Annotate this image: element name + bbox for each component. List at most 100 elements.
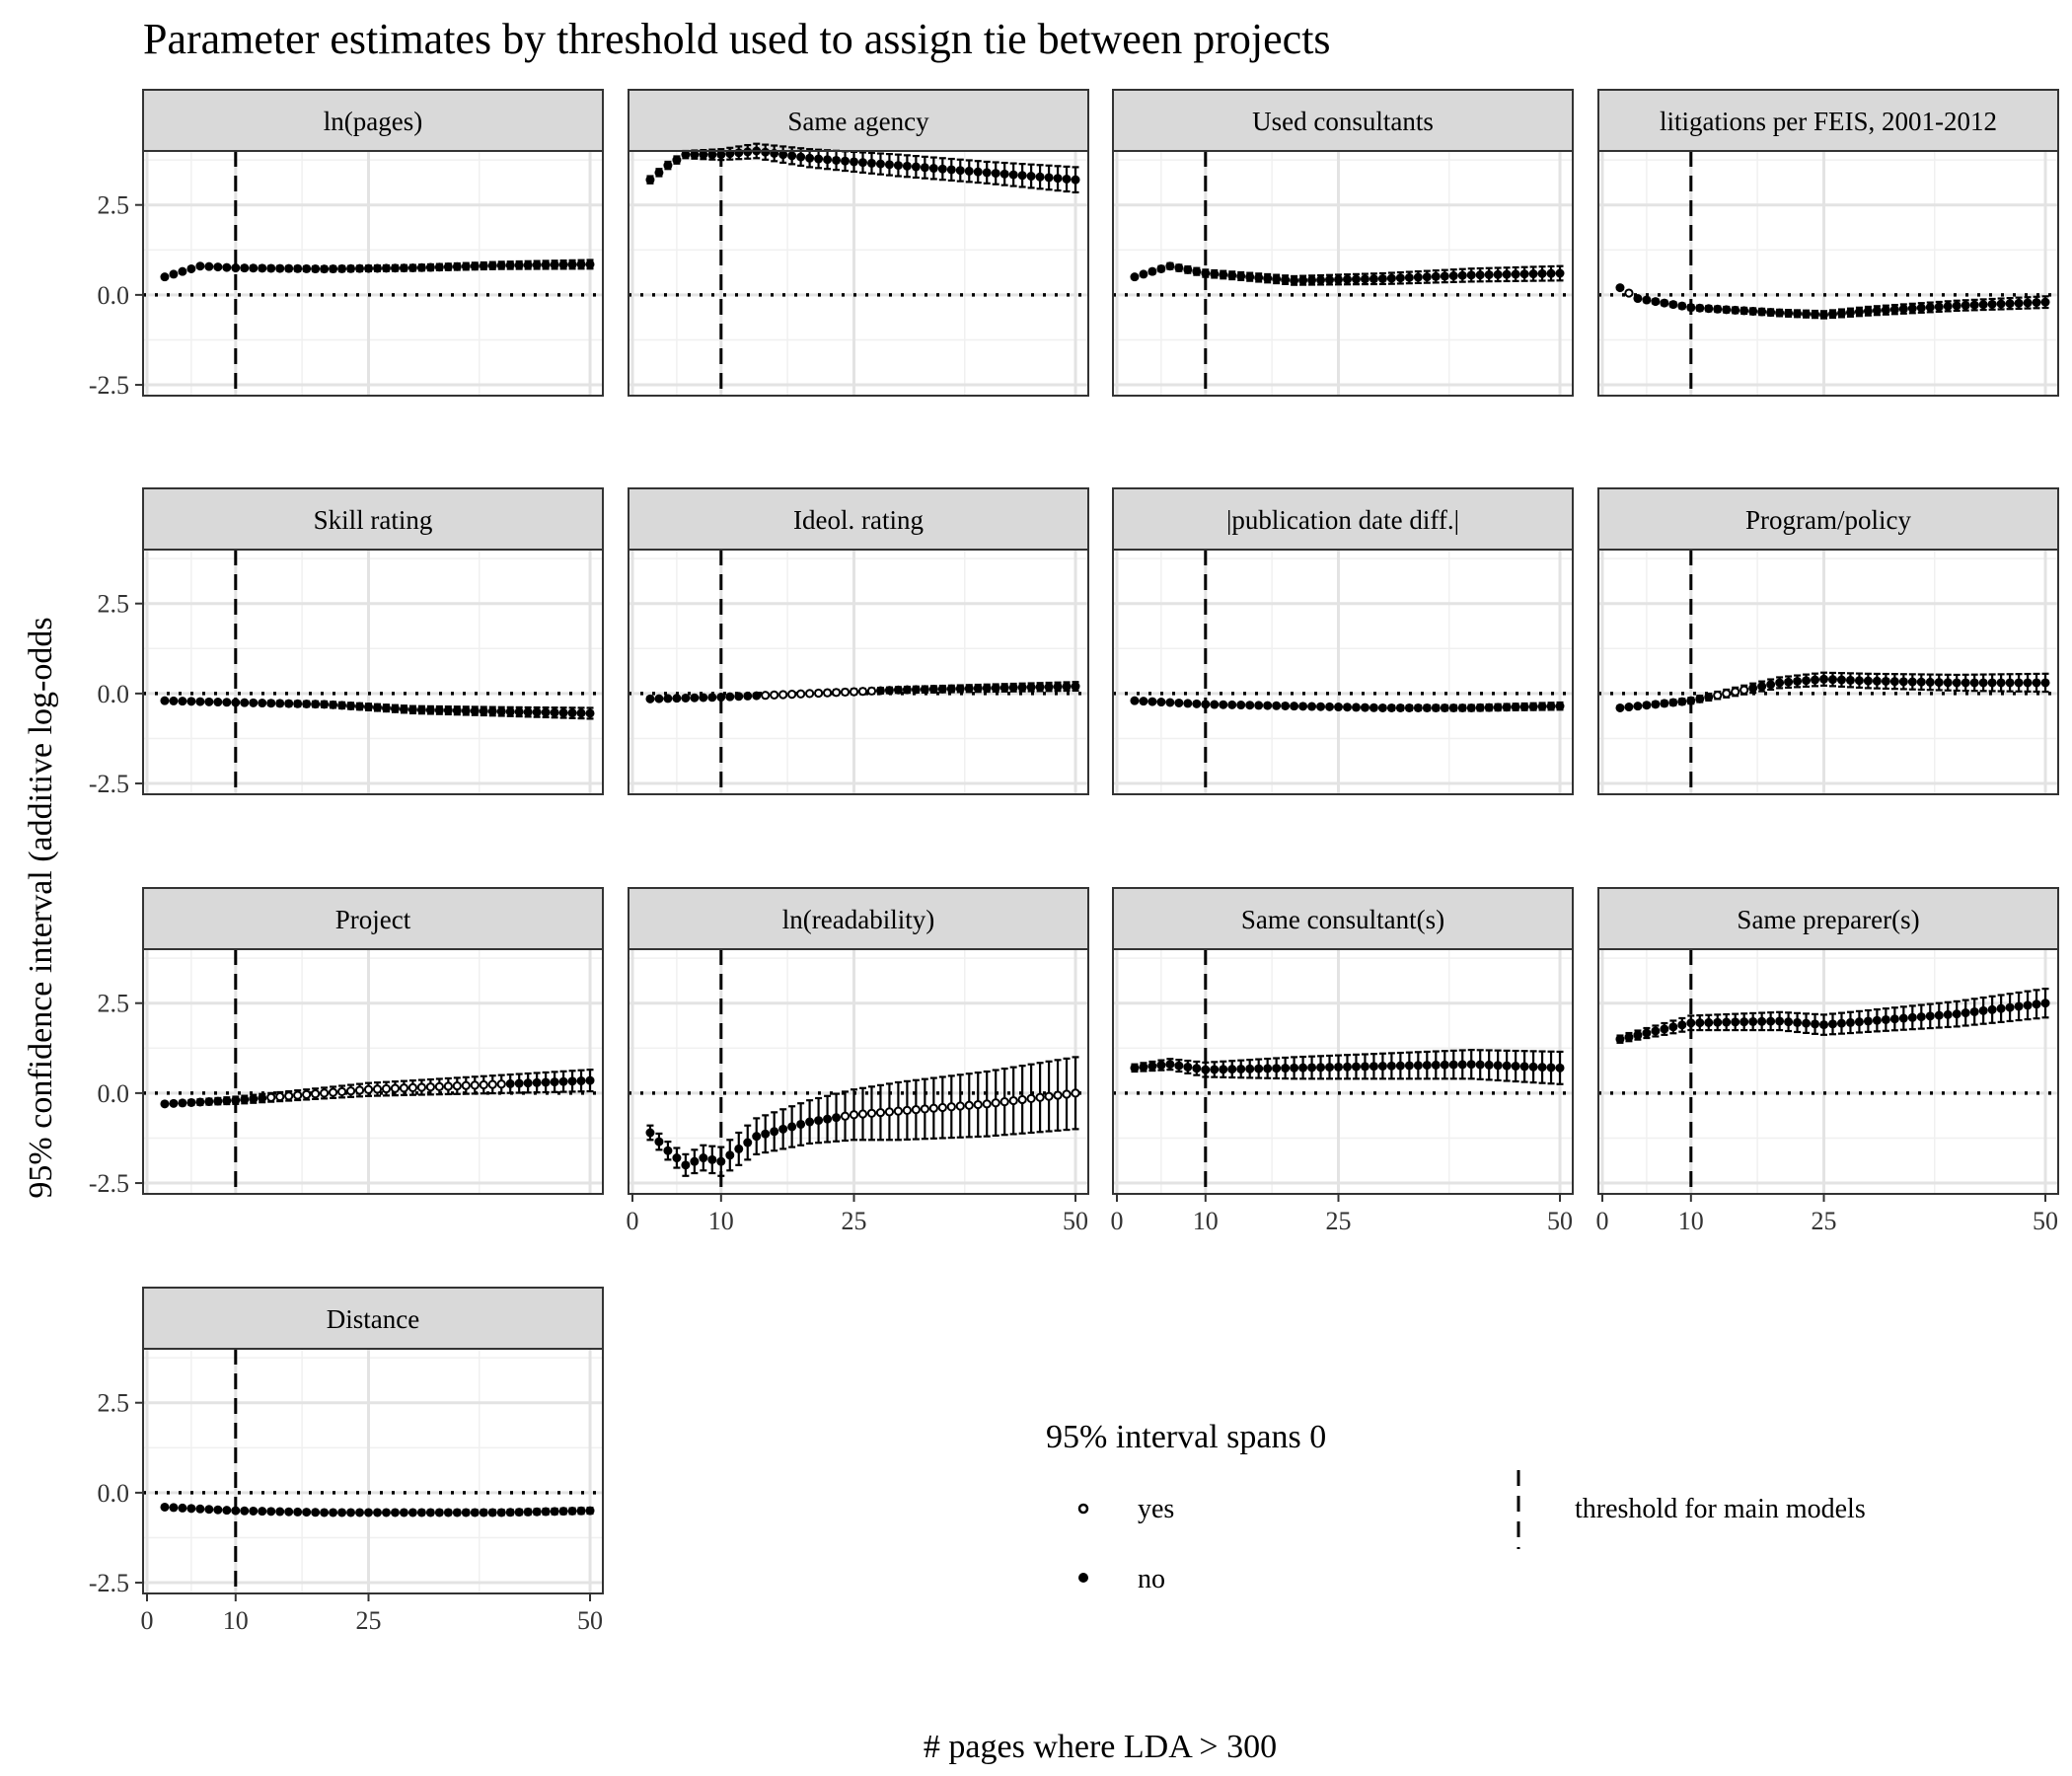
point-estimate-no <box>585 1075 595 1085</box>
point-estimate-no <box>654 1137 664 1147</box>
point-estimate-no <box>787 1122 797 1132</box>
point-estimate-no <box>1978 300 1988 310</box>
data-point <box>1775 1010 1785 1032</box>
point-estimate-no <box>2040 999 2050 1008</box>
point-estimate-no <box>2040 678 2050 688</box>
data-point <box>1881 304 1890 316</box>
data-point <box>1961 673 1970 693</box>
point-estimate-no <box>1713 304 1723 314</box>
point-estimate-no <box>866 158 876 168</box>
data-point <box>1969 298 1979 312</box>
point-estimate-no <box>1793 676 1803 686</box>
data-point <box>2023 990 2033 1021</box>
point-estimate-no <box>1386 1061 1396 1071</box>
point-estimate-no <box>1219 700 1228 709</box>
point-estimate-no <box>1660 298 1669 308</box>
point-estimate-no <box>707 693 717 703</box>
data-point <box>1615 1034 1625 1044</box>
point-estimate-no <box>532 1507 542 1517</box>
data-point <box>1165 1058 1175 1072</box>
data-point <box>346 1508 356 1517</box>
data-point <box>849 687 859 697</box>
data-point <box>1360 272 1369 286</box>
point-estimate-yes <box>470 1080 480 1090</box>
point-estimate-no <box>399 263 408 273</box>
point-estimate-no <box>1281 701 1291 710</box>
point-estimate-no <box>293 1507 303 1517</box>
point-estimate-no <box>2005 1002 2015 1012</box>
point-estimate-no <box>875 686 885 696</box>
point-estimate-no <box>311 264 321 274</box>
data-point <box>928 1076 938 1140</box>
point-estimate-no <box>663 1146 673 1155</box>
data-point <box>311 1508 321 1517</box>
point-estimate-no <box>576 259 586 269</box>
panel-border <box>142 150 604 397</box>
x-tick-label: 50 <box>577 1606 603 1635</box>
point-estimate-no <box>716 150 726 160</box>
point-estimate-no <box>1334 1062 1344 1072</box>
point-estimate-no <box>249 1506 259 1516</box>
point-estimate-no <box>1053 682 1063 692</box>
point-estimate-no <box>479 706 488 716</box>
data-point <box>381 263 391 273</box>
point-estimate-no <box>337 1508 347 1517</box>
point-estimate-no <box>1748 1016 1758 1026</box>
point-estimate-no <box>893 685 903 695</box>
point-estimate-no <box>416 262 426 272</box>
data-point <box>1440 1050 1449 1080</box>
point-estimate-no <box>1156 698 1166 707</box>
data-point <box>1881 1007 1890 1032</box>
point-estimate-no <box>1615 283 1625 293</box>
data-point <box>550 1071 559 1093</box>
data-point <box>1695 303 1705 313</box>
facet-strip <box>628 487 1089 551</box>
point-estimate-no <box>1183 1062 1193 1072</box>
data-point <box>266 263 276 273</box>
data-point <box>1316 1055 1326 1080</box>
data-point <box>416 704 426 715</box>
point-estimate-no <box>1987 299 1997 309</box>
point-estimate-no <box>1484 1060 1494 1070</box>
point-estimate-no <box>1996 678 2006 688</box>
data-point <box>814 148 824 170</box>
data-point <box>487 1508 497 1517</box>
point-estimate-no <box>532 1077 542 1087</box>
point-estimate-no <box>496 706 506 716</box>
point-estimate-no <box>399 704 408 714</box>
point-estimate-no <box>1943 678 1953 688</box>
data-point <box>955 684 965 694</box>
data-point <box>461 705 471 716</box>
data-point <box>1156 698 1166 707</box>
point-estimate-no <box>964 684 974 694</box>
facet-strip <box>1112 89 1574 152</box>
point-estimate-no <box>443 1508 453 1517</box>
point-estimate-no <box>1987 1004 1997 1014</box>
point-estimate-no <box>1475 703 1485 712</box>
data-point <box>329 1508 338 1517</box>
point-estimate-no <box>1316 1063 1326 1073</box>
data-point <box>1811 309 1820 320</box>
point-estimate-no <box>1192 1064 1202 1073</box>
data-point <box>1431 269 1441 284</box>
point-estimate-no <box>1369 703 1378 712</box>
point-estimate-no <box>1245 272 1255 282</box>
data-point <box>1369 272 1378 286</box>
data-point <box>1334 703 1344 712</box>
point-estimate-no <box>1802 309 1812 319</box>
point-estimate-yes <box>416 1082 426 1092</box>
point-estimate-no <box>1298 275 1308 285</box>
data-point <box>1493 703 1503 712</box>
data-point <box>1722 1012 1732 1032</box>
data-point <box>690 1148 700 1175</box>
data-point <box>178 697 187 706</box>
data-point <box>796 1102 806 1147</box>
data-point <box>1316 273 1326 286</box>
data-point <box>249 263 259 273</box>
point-estimate-no <box>461 261 471 271</box>
data-point <box>813 688 824 699</box>
point-estimate-no <box>1722 305 1732 315</box>
data-point <box>346 701 356 710</box>
data-point <box>231 263 241 273</box>
point-estimate-no <box>2014 678 2024 688</box>
